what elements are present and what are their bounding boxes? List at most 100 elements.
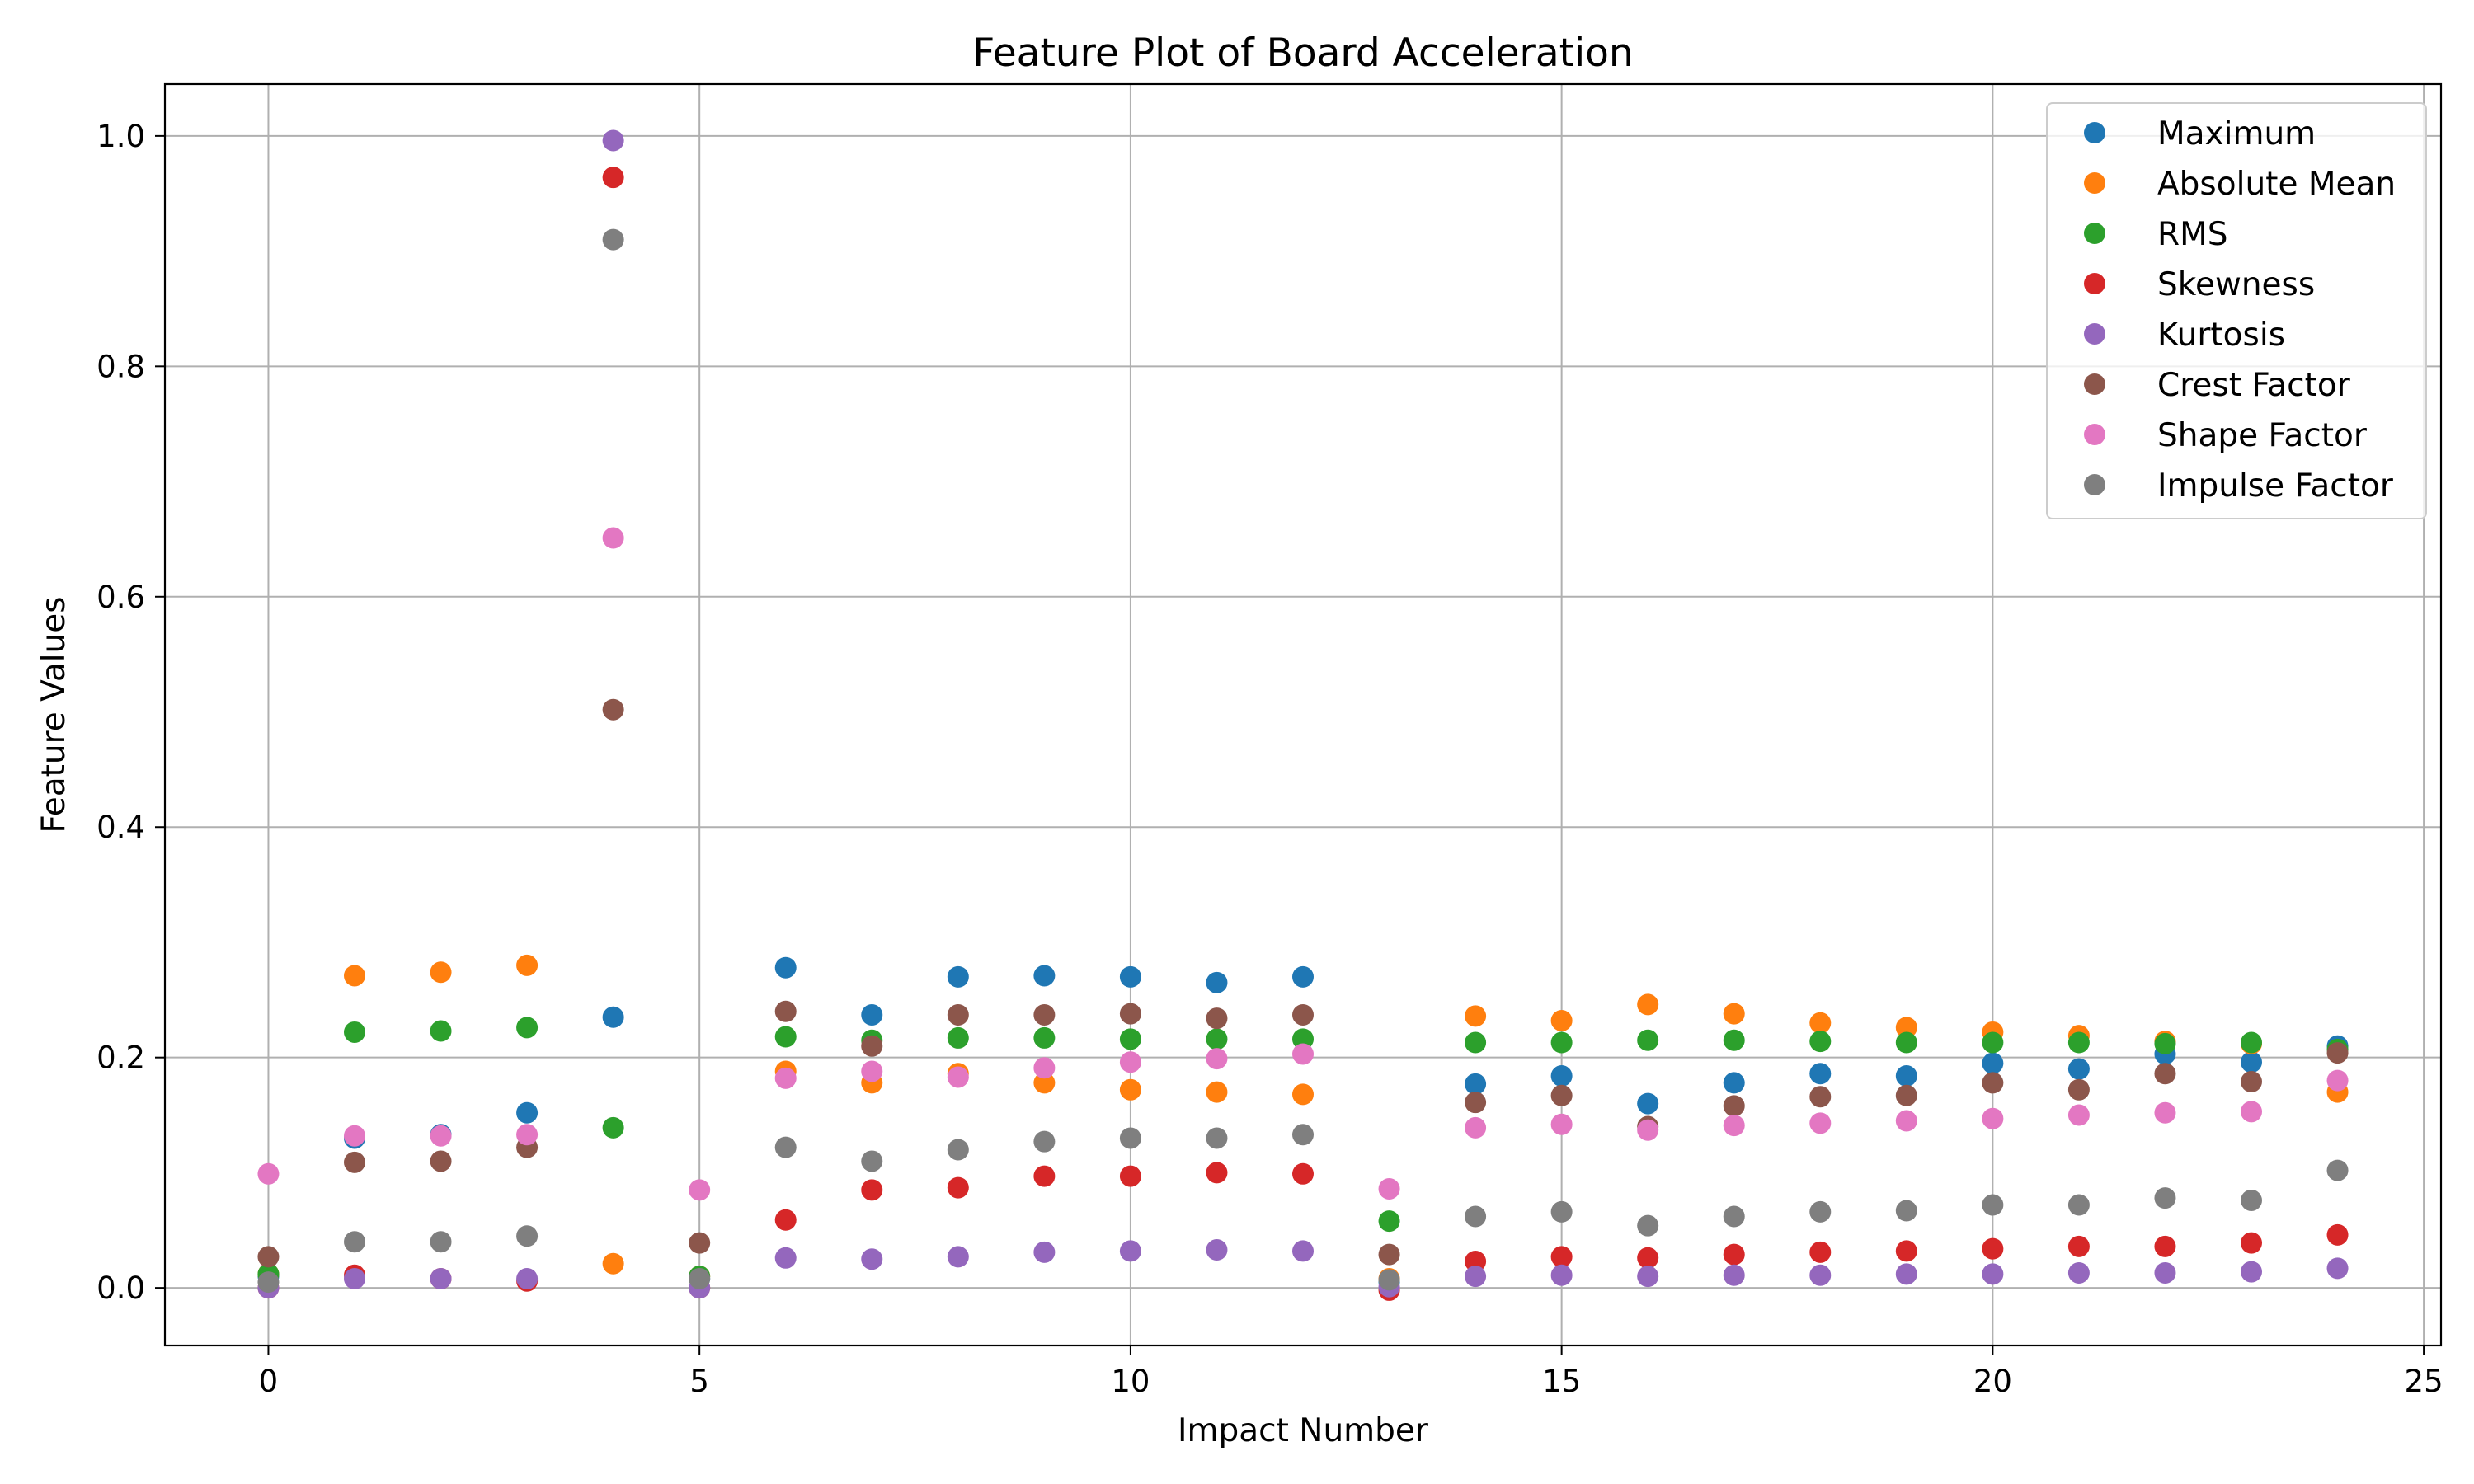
crest-factor-point xyxy=(1550,1084,1573,1106)
skewness-point xyxy=(2154,1235,2176,1257)
data-points xyxy=(257,129,2349,1301)
crest-factor-point xyxy=(1206,1007,1228,1030)
axis-ticks: 0 5 10 15 20 25 0.0 0.2 0.4 0.6 0.8 1.0 xyxy=(96,119,2443,1399)
y-axis-label: Feature Values xyxy=(35,596,73,833)
impulse-factor-point xyxy=(1550,1200,1573,1223)
shape-factor-point xyxy=(1895,1110,1917,1132)
impulse-factor-point xyxy=(602,228,624,251)
absolute-mean-point xyxy=(1637,993,1659,1016)
x-tick-label: 15 xyxy=(1542,1364,1581,1399)
shape-factor-point xyxy=(344,1125,365,1147)
shape-factor-point xyxy=(1809,1112,1832,1134)
legend-label-skewness: Skewness xyxy=(2157,266,2315,303)
crest-factor-point xyxy=(344,1151,365,1173)
skewness-point xyxy=(602,167,624,189)
rms-point xyxy=(2241,1031,2262,1054)
y-tick-label: 0.8 xyxy=(96,349,145,384)
legend-marker-crest-factor xyxy=(2084,373,2105,395)
maximum-point xyxy=(774,956,797,979)
legend-label-absolute-mean: Absolute Mean xyxy=(2157,166,2396,203)
skewness-point xyxy=(2326,1223,2349,1246)
legend-marker-impulse-factor xyxy=(2084,474,2105,495)
rms-point xyxy=(1465,1031,1487,1054)
maximum-point xyxy=(1292,965,1314,988)
crest-factor-point xyxy=(947,1003,969,1026)
legend-label-maximum: Maximum xyxy=(2157,115,2316,153)
shape-factor-point xyxy=(1465,1116,1487,1139)
crest-factor-point xyxy=(861,1035,883,1057)
rms-point xyxy=(1292,1028,1314,1050)
rms-point xyxy=(1895,1031,1917,1054)
crest-factor-point xyxy=(689,1232,711,1254)
x-tick-label: 10 xyxy=(1111,1364,1150,1399)
kurtosis-point xyxy=(344,1267,365,1289)
skewness-point xyxy=(1550,1246,1573,1268)
impulse-factor-point xyxy=(1637,1214,1659,1237)
crest-factor-point xyxy=(257,1246,280,1268)
impulse-factor-point xyxy=(689,1267,711,1289)
rms-point xyxy=(1119,1028,1141,1050)
skewness-point xyxy=(1637,1247,1659,1269)
skewness-point xyxy=(1809,1241,1832,1263)
maximum-point xyxy=(947,965,969,988)
shape-factor-point xyxy=(1033,1057,1056,1079)
absolute-mean-point xyxy=(1033,1072,1056,1094)
skewness-point xyxy=(1292,1162,1314,1185)
legend-label-shape-factor: Shape Factor xyxy=(2157,417,2368,454)
absolute-mean-point xyxy=(1723,1003,1745,1025)
skewness-point xyxy=(1206,1162,1228,1184)
legend-label-kurtosis: Kurtosis xyxy=(2157,317,2285,354)
kurtosis-point xyxy=(2241,1261,2262,1283)
impulse-factor-point xyxy=(1982,1194,2004,1216)
rms-point xyxy=(774,1026,797,1048)
crest-factor-point xyxy=(1465,1092,1487,1114)
x-tick-label: 5 xyxy=(689,1364,709,1399)
legend-label-crest-factor: Crest Factor xyxy=(2157,367,2351,404)
maximum-point xyxy=(516,1101,539,1124)
rms-point xyxy=(2067,1031,2090,1054)
absolute-mean-point xyxy=(1292,1083,1314,1106)
shape-factor-point xyxy=(1723,1115,1745,1137)
rms-point xyxy=(2154,1032,2176,1054)
rms-point xyxy=(344,1021,365,1043)
maximum-point xyxy=(2067,1058,2090,1080)
rms-point xyxy=(947,1026,969,1049)
shape-factor-point xyxy=(257,1162,280,1185)
impulse-factor-point xyxy=(1119,1127,1141,1149)
kurtosis-point xyxy=(1895,1263,1917,1285)
impulse-factor-point xyxy=(1723,1205,1745,1228)
impulse-factor-point xyxy=(1292,1124,1314,1146)
impulse-factor-point xyxy=(1895,1200,1917,1222)
legend-marker-absolute-mean xyxy=(2084,172,2105,194)
y-tick-label: 0.6 xyxy=(96,580,145,615)
absolute-mean-point xyxy=(344,965,365,987)
skewness-point xyxy=(1723,1243,1745,1266)
maximum-point xyxy=(1550,1065,1573,1087)
rms-point xyxy=(1723,1029,1745,1051)
maximum-point xyxy=(1033,965,1056,987)
crest-factor-point xyxy=(1292,1003,1314,1026)
skewness-point xyxy=(861,1179,883,1201)
kurtosis-point xyxy=(1119,1240,1141,1262)
x-tick-label: 20 xyxy=(1973,1364,2012,1399)
legend-label-impulse-factor: Impulse Factor xyxy=(2157,467,2394,505)
shape-factor-point xyxy=(2154,1101,2176,1124)
kurtosis-point xyxy=(1206,1239,1228,1261)
crest-factor-point xyxy=(1723,1095,1745,1117)
impulse-factor-point xyxy=(2154,1187,2176,1209)
kurtosis-point xyxy=(1809,1264,1832,1286)
crest-factor-point xyxy=(2154,1063,2176,1085)
y-tick-label: 0.2 xyxy=(96,1040,145,1076)
shape-factor-point xyxy=(1982,1107,2004,1129)
skewness-point xyxy=(1465,1251,1487,1272)
crest-factor-point xyxy=(2326,1042,2349,1064)
legend-marker-skewness xyxy=(2084,273,2105,294)
impulse-factor-point xyxy=(1033,1130,1056,1153)
crest-factor-point xyxy=(774,1000,797,1022)
shape-factor-point xyxy=(1119,1051,1141,1073)
kurtosis-point xyxy=(430,1267,452,1289)
shape-factor-point xyxy=(1378,1177,1400,1200)
shape-factor-point xyxy=(2326,1069,2349,1092)
rms-point xyxy=(602,1116,624,1139)
legend-marker-maximum xyxy=(2084,122,2105,143)
